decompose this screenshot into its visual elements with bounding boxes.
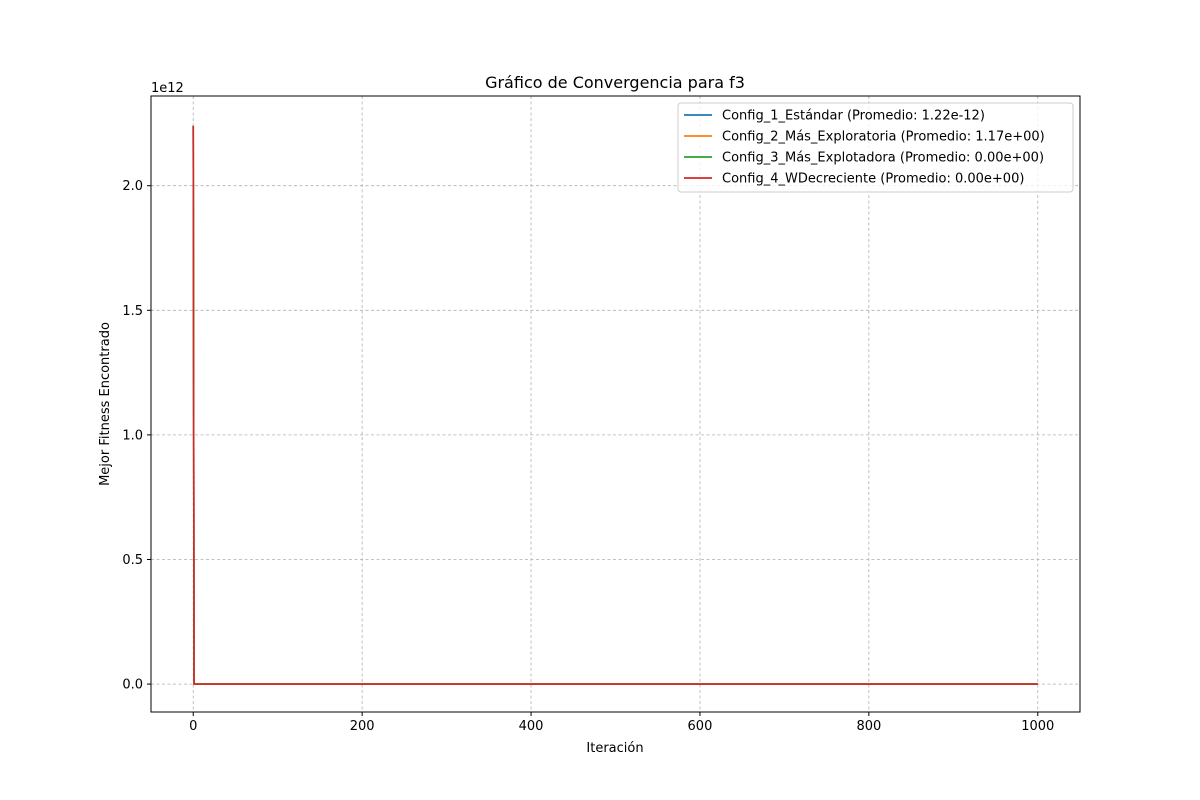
chart-title: Gráfico de Convergencia para f3	[485, 73, 745, 92]
plot-frame	[150, 95, 1081, 713]
legend-label: Config_3_Más_Explotadora (Promedio: 0.00…	[722, 151, 1044, 166]
y-axis-label: Mejor Fitness Encontrado	[98, 322, 113, 486]
legend-entry-4: Config_4_WDecreciente (Promedio: 0.00e+0…	[684, 172, 1024, 187]
x-tick-label: 0	[189, 719, 197, 734]
axis-ticks: 0 200 400 600 800 1000 0.0 0.5 1.0 1.5 2.0	[122, 179, 1054, 734]
y-tick-label: 0.5	[122, 553, 143, 568]
series-line-4	[192, 125, 1038, 685]
legend: Config_1_Estándar (Promedio: 1.22e-12) Co…	[677, 102, 1074, 193]
legend-entry-2: Config_2_Más_Exploratoria (Promedio: 1.1…	[684, 130, 1045, 145]
y-tick-label: 0.0	[122, 678, 143, 693]
legend-entry-3: Config_3_Más_Explotadora (Promedio: 0.00…	[684, 151, 1044, 166]
x-tick-label: 200	[350, 719, 375, 734]
legend-label: Config_1_Estándar (Promedio: 1.22e-12)	[722, 109, 985, 124]
series-lines	[192, 125, 1038, 685]
x-axis-label: Iteración	[586, 741, 643, 756]
y-tick-label: 2.0	[122, 179, 143, 194]
legend-box	[677, 102, 1074, 193]
x-tick-label: 1000	[1021, 719, 1054, 734]
x-tick-label: 600	[688, 719, 713, 734]
y-tick-label: 1.5	[122, 304, 143, 319]
y-offset-label: 1e12	[151, 81, 184, 96]
x-tick-label: 400	[519, 719, 544, 734]
legend-label: Config_2_Más_Exploratoria (Promedio: 1.1…	[722, 130, 1045, 145]
y-tick-label: 1.0	[122, 428, 143, 443]
legend-label: Config_4_WDecreciente (Promedio: 0.00e+0…	[722, 172, 1024, 187]
x-tick-label: 800	[856, 719, 881, 734]
legend-entry-1: Config_1_Estándar (Promedio: 1.22e-12)	[684, 109, 985, 124]
